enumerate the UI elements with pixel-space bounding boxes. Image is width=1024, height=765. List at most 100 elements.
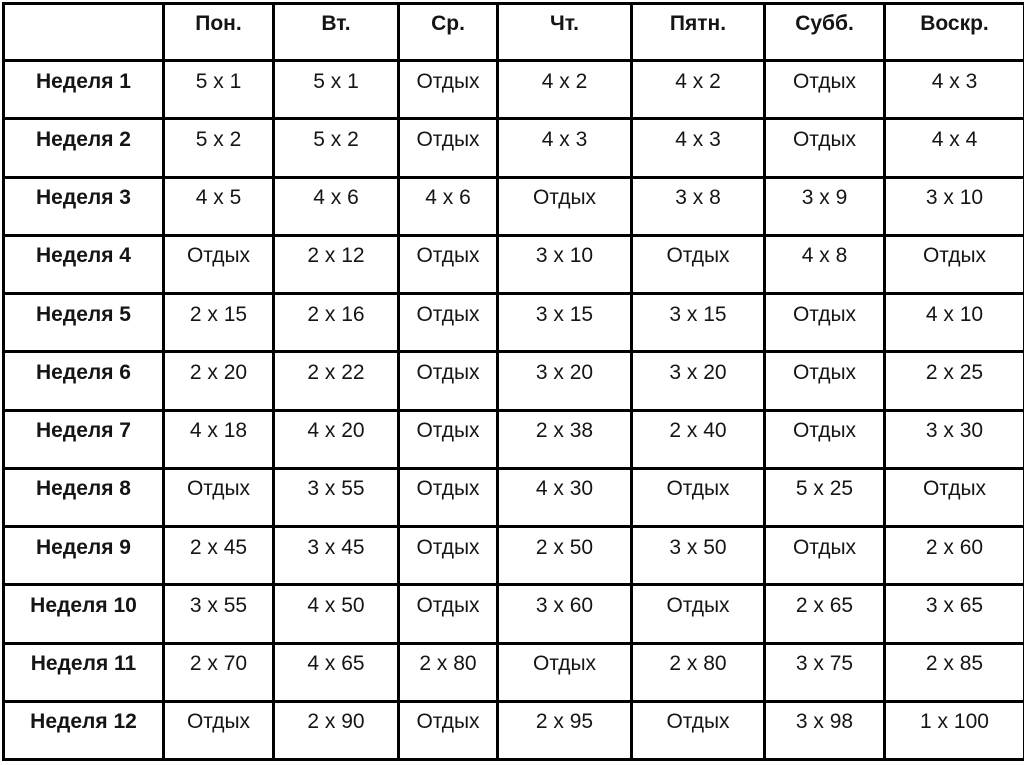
schedule-cell: 3 x 20 — [632, 352, 765, 410]
schedule-cell: 4 x 5 — [164, 177, 274, 235]
schedule-cell: Отдых — [765, 119, 885, 177]
header-row: Пон. Вт. Ср. Чт. Пятн. Субб. Воскр. — [4, 4, 1024, 61]
schedule-cell: 4 x 2 — [632, 61, 765, 119]
week-label-cell: Неделя 4 — [4, 235, 164, 293]
schedule-cell: Отдых — [399, 294, 498, 352]
schedule-cell: 3 x 9 — [765, 177, 885, 235]
week-label-cell: Неделя 10 — [4, 585, 164, 643]
schedule-cell: 4 x 20 — [274, 410, 399, 468]
day-header-wednesday: Ср. — [399, 4, 498, 61]
schedule-cell: 4 x 10 — [885, 294, 1024, 352]
schedule-cell: 3 x 15 — [498, 294, 632, 352]
schedule-cell: Отдых — [765, 527, 885, 585]
schedule-cell: 2 x 15 — [164, 294, 274, 352]
schedule-cell: 3 x 45 — [274, 527, 399, 585]
week-label-cell: Неделя 2 — [4, 119, 164, 177]
schedule-cell: 4 x 3 — [885, 61, 1024, 119]
schedule-cell: 4 x 3 — [498, 119, 632, 177]
schedule-cell: Отдых — [399, 235, 498, 293]
schedule-cell: Отдых — [399, 468, 498, 526]
schedule-cell: 2 x 80 — [399, 643, 498, 701]
schedule-cell: Отдых — [632, 701, 765, 759]
schedule-cell: 4 x 3 — [632, 119, 765, 177]
day-header-sunday: Воскр. — [885, 4, 1024, 61]
schedule-cell: 2 x 65 — [765, 585, 885, 643]
schedule-cell: 2 x 90 — [274, 701, 399, 759]
schedule-cell: 2 x 25 — [885, 352, 1024, 410]
schedule-cell: 5 x 1 — [274, 61, 399, 119]
week-label-cell: Неделя 6 — [4, 352, 164, 410]
schedule-cell: 3 x 8 — [632, 177, 765, 235]
schedule-cell: 4 x 65 — [274, 643, 399, 701]
schedule-cell: 2 x 95 — [498, 701, 632, 759]
schedule-cell: Отдых — [632, 585, 765, 643]
schedule-cell: 3 x 55 — [164, 585, 274, 643]
schedule-cell: Отдых — [885, 468, 1024, 526]
day-header-friday: Пятн. — [632, 4, 765, 61]
schedule-cell: Отдых — [164, 468, 274, 526]
schedule-cell: Отдых — [498, 643, 632, 701]
schedule-cell: 2 x 12 — [274, 235, 399, 293]
schedule-cell: 2 x 50 — [498, 527, 632, 585]
schedule-cell: 2 x 16 — [274, 294, 399, 352]
schedule-cell: 5 x 2 — [274, 119, 399, 177]
schedule-cell: 2 x 80 — [632, 643, 765, 701]
week-label-cell: Неделя 9 — [4, 527, 164, 585]
schedule-cell: Отдых — [399, 352, 498, 410]
schedule-cell: Отдых — [632, 235, 765, 293]
schedule-cell: 4 x 30 — [498, 468, 632, 526]
day-header-thursday: Чт. — [498, 4, 632, 61]
schedule-cell: Отдых — [399, 701, 498, 759]
schedule-cell: Отдых — [399, 61, 498, 119]
schedule-cell: 3 x 20 — [498, 352, 632, 410]
week-label-cell: Неделя 7 — [4, 410, 164, 468]
schedule-cell: 3 x 15 — [632, 294, 765, 352]
schedule-cell: 4 x 2 — [498, 61, 632, 119]
schedule-cell: Отдых — [399, 585, 498, 643]
week-label-cell: Неделя 5 — [4, 294, 164, 352]
day-header-tuesday: Вт. — [274, 4, 399, 61]
schedule-cell: 4 x 8 — [765, 235, 885, 293]
schedule-cell: Отдых — [498, 177, 632, 235]
schedule-cell: Отдых — [164, 235, 274, 293]
day-header-saturday: Субб. — [765, 4, 885, 61]
schedule-cell: Отдых — [399, 410, 498, 468]
schedule-cell: 4 x 6 — [399, 177, 498, 235]
schedule-cell: 3 x 65 — [885, 585, 1024, 643]
schedule-cell: 3 x 98 — [765, 701, 885, 759]
schedule-cell: Отдых — [765, 61, 885, 119]
schedule-cell: 3 x 10 — [498, 235, 632, 293]
schedule-cell: Отдых — [765, 294, 885, 352]
schedule-cell: 5 x 25 — [765, 468, 885, 526]
schedule-cell: 3 x 55 — [274, 468, 399, 526]
week-label-cell: Неделя 1 — [4, 61, 164, 119]
day-header-monday: Пон. — [164, 4, 274, 61]
week-label-cell: Неделя 11 — [4, 643, 164, 701]
schedule-cell: 3 x 50 — [632, 527, 765, 585]
schedule-cell: Отдых — [765, 352, 885, 410]
schedule-cell: Отдых — [885, 235, 1024, 293]
week-label-cell: Неделя 8 — [4, 468, 164, 526]
schedule-cell: 4 x 6 — [274, 177, 399, 235]
schedule-cell: Отдых — [765, 410, 885, 468]
corner-cell — [4, 4, 164, 61]
schedule-cell: Отдых — [632, 468, 765, 526]
week-label-cell: Неделя 12 — [4, 701, 164, 759]
schedule-cell: 2 x 45 — [164, 527, 274, 585]
schedule-cell: 1 x 100 — [885, 701, 1024, 759]
schedule-cell: 3 x 10 — [885, 177, 1024, 235]
schedule-cell: Отдых — [399, 119, 498, 177]
schedule-cell: 2 x 40 — [632, 410, 765, 468]
